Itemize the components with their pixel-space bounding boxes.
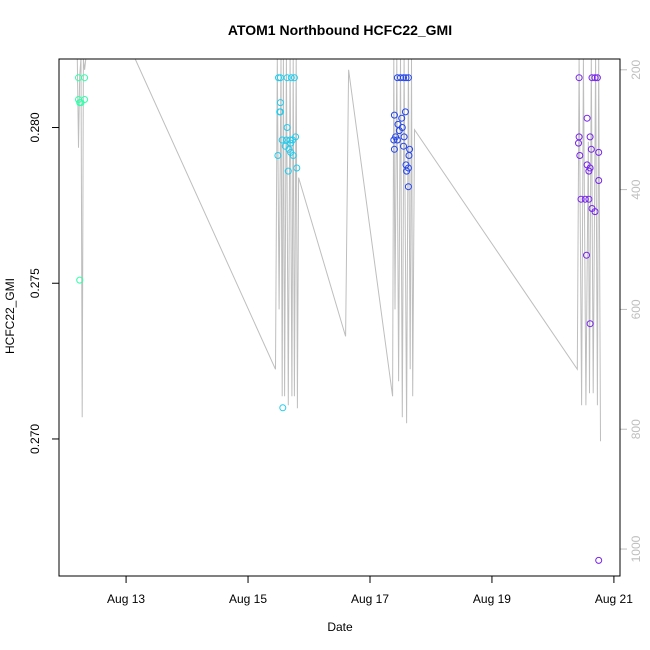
data-point xyxy=(405,152,413,159)
y-tick-label: 0.275 xyxy=(28,268,42,298)
data-point xyxy=(289,152,297,159)
chart-title: ATOM1 Northbound HCFC22_GMI xyxy=(228,22,452,38)
right-tick-label: 600 xyxy=(629,299,643,319)
data-point xyxy=(585,167,593,175)
data-point xyxy=(393,136,401,144)
data-point xyxy=(585,195,593,203)
data-point xyxy=(287,74,295,82)
data-point xyxy=(293,164,301,172)
data-point xyxy=(81,74,89,82)
data-point xyxy=(575,74,583,82)
data-point xyxy=(401,108,409,116)
x-tick-label: Aug 15 xyxy=(229,592,267,606)
y-tick-label: 0.270 xyxy=(28,424,42,454)
x-tick-label: Aug 13 xyxy=(107,592,145,606)
data-point xyxy=(76,276,84,284)
data-point xyxy=(402,74,410,82)
y-axis-title: HCFC22_GMI xyxy=(3,278,17,354)
data-point xyxy=(276,99,284,107)
series-flight-4 xyxy=(575,74,603,564)
data-point xyxy=(398,124,406,131)
data-point xyxy=(576,152,584,159)
data-point xyxy=(591,208,599,216)
plot-frame xyxy=(58,58,621,577)
data-point xyxy=(595,177,603,184)
data-point xyxy=(287,139,295,147)
data-point xyxy=(283,74,291,82)
x-axis-title: Date xyxy=(327,620,353,634)
altitude-trace-layer xyxy=(76,59,601,442)
y-tick-label: 0.280 xyxy=(28,112,42,142)
data-point xyxy=(390,145,398,153)
data-point xyxy=(586,164,594,172)
data-point xyxy=(398,114,406,122)
data-point xyxy=(390,136,398,144)
x-tick-label: Aug 19 xyxy=(473,592,511,606)
right-tick-label: 1000 xyxy=(629,535,643,562)
data-point xyxy=(586,133,594,141)
data-point xyxy=(581,195,589,203)
data-point xyxy=(404,183,412,191)
data-point xyxy=(586,320,594,328)
data-point xyxy=(292,133,300,141)
data-point xyxy=(278,136,286,144)
data-point xyxy=(274,152,282,159)
data-point xyxy=(284,167,292,175)
data-point xyxy=(276,74,284,82)
series-flight-3 xyxy=(390,74,414,191)
series-flight-1 xyxy=(75,74,89,284)
data-point xyxy=(400,142,407,150)
data-point xyxy=(286,136,294,144)
right-tick-label: 200 xyxy=(629,59,643,79)
data-point xyxy=(81,96,89,103)
x-tick-label: Aug 17 xyxy=(351,592,389,606)
data-point xyxy=(400,74,407,82)
data-point xyxy=(583,114,591,122)
data-point xyxy=(591,74,599,82)
data-point xyxy=(575,139,582,147)
data-point xyxy=(283,124,291,131)
data-point xyxy=(577,195,585,203)
altitude-trace-line xyxy=(76,59,601,442)
data-points-layer xyxy=(75,74,603,564)
data-point xyxy=(390,111,398,119)
data-point xyxy=(276,108,284,116)
data-point xyxy=(275,74,282,82)
data-point xyxy=(595,556,603,564)
data-point xyxy=(583,251,590,259)
right-tick-label: 400 xyxy=(629,179,643,199)
data-point xyxy=(593,74,601,82)
data-point xyxy=(595,148,603,156)
data-point xyxy=(588,74,596,82)
data-point xyxy=(290,74,298,82)
data-point xyxy=(400,133,408,141)
data-point xyxy=(403,167,411,175)
right-tick-label: 800 xyxy=(629,419,643,439)
data-point xyxy=(279,404,287,412)
data-point xyxy=(404,74,412,82)
data-point xyxy=(587,145,595,153)
x-tick-label: Aug 21 xyxy=(595,592,633,606)
series-flight-2 xyxy=(274,74,301,412)
